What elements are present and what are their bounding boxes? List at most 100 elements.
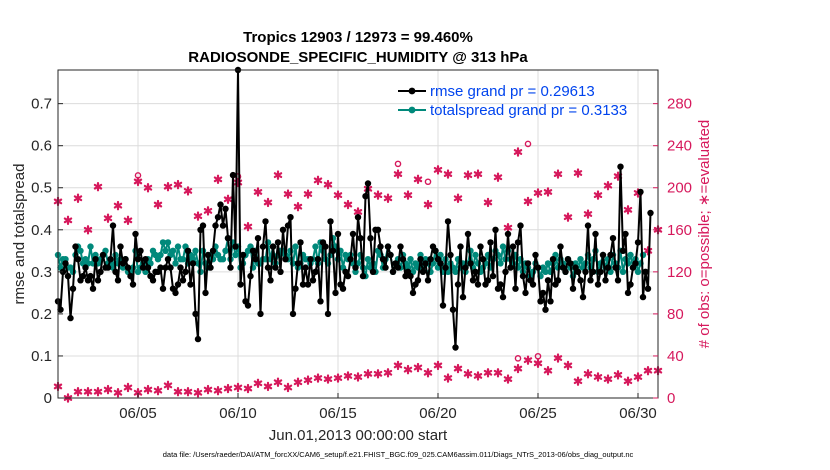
rmse-point xyxy=(339,285,347,292)
rmse-point xyxy=(344,272,352,280)
evaluated-obs-low-marker xyxy=(433,360,443,371)
rmse-point xyxy=(227,264,234,271)
evaluated-obs-low-marker xyxy=(493,368,503,378)
evaluated-obs-marker xyxy=(173,179,183,190)
evaluated-obs-low-marker-stroke xyxy=(83,388,93,395)
rmse-point xyxy=(607,251,614,259)
evaluated-obs-low-marker xyxy=(603,374,613,384)
evaluated-obs-marker xyxy=(503,222,513,233)
possible-obs-marker xyxy=(534,352,542,360)
rmse-point xyxy=(289,310,297,318)
evaluated-obs-marker-stroke xyxy=(293,203,303,210)
evaluated-obs-low-marker-stroke xyxy=(393,362,403,369)
rmse-point xyxy=(252,256,259,263)
evaluated-obs-marker xyxy=(213,174,223,185)
rmse-point xyxy=(489,272,497,280)
evaluated-obs-marker xyxy=(193,211,203,221)
rmse-point xyxy=(284,222,292,229)
rmse-point xyxy=(519,272,527,280)
rmse-point xyxy=(387,251,394,259)
evaluated-obs-low-marker xyxy=(263,381,273,392)
evaluated-obs-marker xyxy=(373,190,383,200)
rmse-point xyxy=(224,235,232,242)
rmse-point xyxy=(229,171,237,179)
rmse-point xyxy=(479,256,487,263)
evaluated-obs-marker-stroke xyxy=(223,196,233,203)
y-tick-label: 0.7 xyxy=(31,96,52,113)
rmse-point xyxy=(132,230,139,238)
x-tick-label: 06/30 xyxy=(619,405,657,422)
rmse-point xyxy=(207,264,214,271)
y2-axis-label: # of obs: o=possible; ∗=evaluated xyxy=(696,120,713,349)
rmse-point xyxy=(537,298,544,305)
totalspread-point xyxy=(544,260,552,267)
evaluated-obs-low-marker-stroke xyxy=(283,384,293,391)
y2-tick-label: 120 xyxy=(667,264,692,281)
evaluated-obs-marker xyxy=(103,213,113,223)
possible-obs-marker xyxy=(514,355,522,362)
evaluated-obs-low-marker-stroke xyxy=(323,376,333,382)
evaluated-obs-marker xyxy=(543,187,553,197)
rmse-point xyxy=(109,222,117,229)
rmse-point xyxy=(542,306,549,313)
rmse-point xyxy=(604,264,612,271)
x-tick-label: 06/10 xyxy=(219,405,257,422)
rmse-point xyxy=(474,281,482,288)
rmse-point xyxy=(89,285,97,292)
rmse-point xyxy=(504,230,512,238)
evaluated-obs-low-marker-stroke xyxy=(153,387,163,394)
evaluated-obs-marker-stroke xyxy=(333,192,343,199)
rmse-point xyxy=(92,256,99,263)
evaluated-obs-marker-stroke xyxy=(313,177,323,184)
evaluated-obs-low-marker-stroke xyxy=(493,369,503,376)
evaluated-obs-low-marker xyxy=(593,372,603,382)
evaluated-obs-low-marker-stroke xyxy=(133,389,143,396)
rmse-point xyxy=(182,268,189,275)
totalspread-point xyxy=(499,243,507,250)
evaluated-obs-low-marker-stroke xyxy=(583,370,593,377)
rmse-point xyxy=(602,277,609,284)
rmse-point xyxy=(187,281,194,288)
evaluated-obs-marker-stroke xyxy=(423,201,433,208)
evaluated-obs-low-marker xyxy=(73,386,83,397)
evaluated-obs-low-marker-stroke xyxy=(173,388,183,395)
evaluated-obs-marker-stroke xyxy=(73,195,83,202)
evaluated-obs-low-marker-stroke xyxy=(443,375,453,381)
evaluated-obs-marker xyxy=(263,197,273,208)
rmse-point xyxy=(589,268,597,275)
rmse-point xyxy=(99,251,107,259)
y2-axis-ticks: 0 40 80 120 160 200 240 280 xyxy=(653,96,692,407)
rmse-point xyxy=(502,268,509,275)
rmse-point xyxy=(262,218,269,225)
rmse-point xyxy=(137,247,144,254)
rmse-point xyxy=(282,256,289,263)
evaluated-obs-marker xyxy=(243,221,253,232)
totalspread-point xyxy=(634,268,642,275)
evaluated-obs-marker xyxy=(433,165,443,175)
evaluated-obs-low-marker xyxy=(313,373,323,383)
data-file-footer: data file: /Users/raeder/DAI/ATM_forcXX/… xyxy=(163,450,634,459)
evaluated-obs-marker-stroke xyxy=(133,178,143,185)
rmse-point xyxy=(574,268,582,275)
evaluated-obs-marker xyxy=(403,190,413,200)
rmse-point xyxy=(399,256,407,263)
evaluated-obs-low-marker-stroke xyxy=(233,384,243,391)
evaluated-obs-marker-stroke xyxy=(483,199,493,206)
evaluated-obs-low-marker-stroke xyxy=(93,388,103,395)
evaluated-obs-low-marker-stroke xyxy=(613,371,623,378)
rmse-point xyxy=(157,264,164,271)
evaluated-obs-low-marker xyxy=(283,382,293,393)
y2-tick-label: 80 xyxy=(667,306,684,323)
rmse-point xyxy=(104,264,112,271)
totalspread-point xyxy=(192,247,199,254)
rmse-point xyxy=(634,239,642,246)
rmse-point xyxy=(309,277,317,284)
rmse-point xyxy=(159,285,167,292)
evaluated-obs-low-marker xyxy=(463,369,473,379)
rmse-point xyxy=(529,281,537,288)
evaluated-obs-marker xyxy=(223,194,233,205)
y-tick-label: 0.4 xyxy=(31,222,52,239)
y-tick-label: 0.1 xyxy=(31,348,52,365)
rmse-point xyxy=(162,264,169,271)
